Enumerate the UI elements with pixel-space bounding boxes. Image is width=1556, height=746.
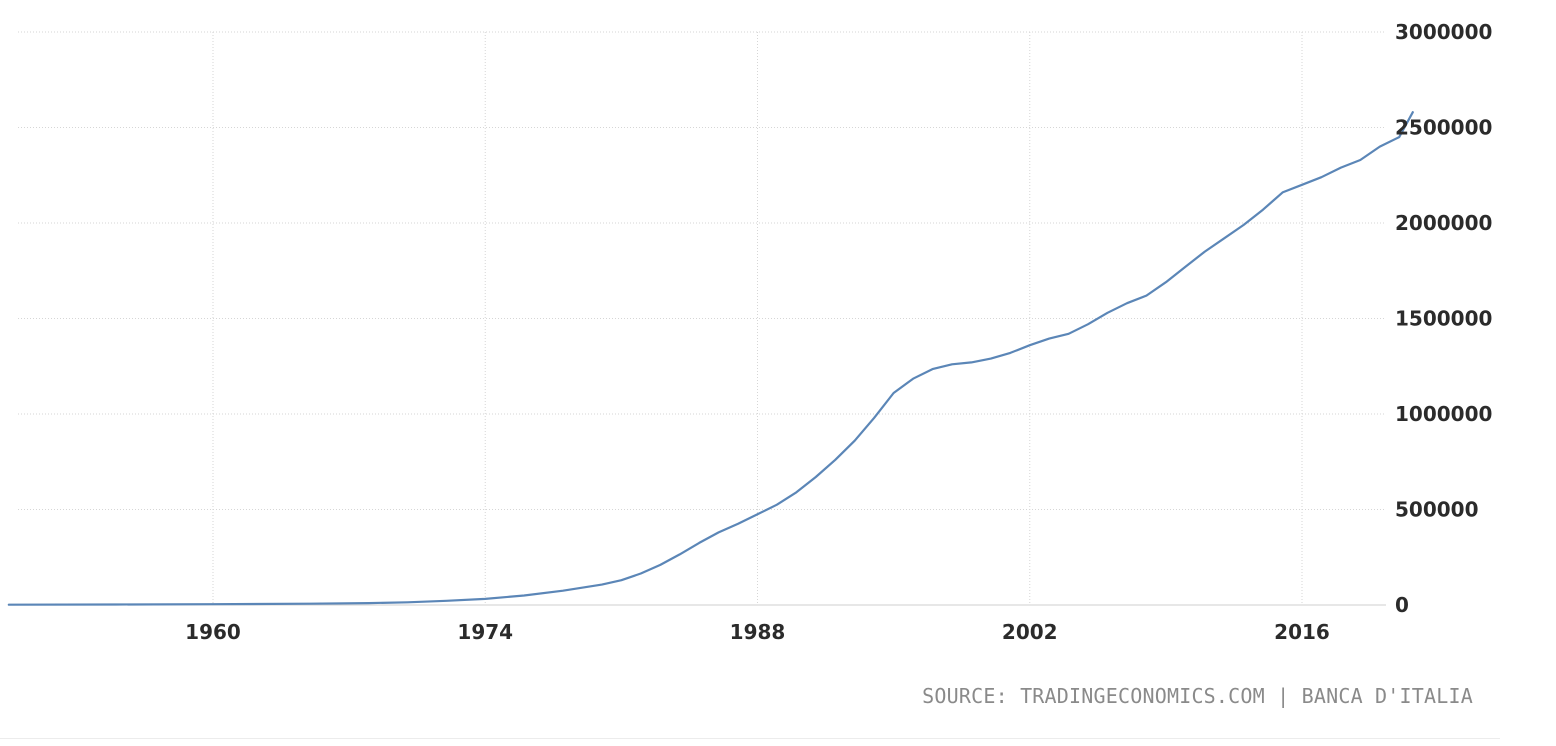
y-tick-label: 3000000 [1395, 20, 1492, 44]
x-tick-label: 1974 [457, 620, 513, 644]
x-tick-label: 1988 [730, 620, 786, 644]
y-tick-label: 2000000 [1395, 211, 1492, 235]
y-tick-label: 1000000 [1395, 402, 1492, 426]
y-axis-tick-labels: 0 500000 1000000 1500000 2000000 2500000 30000… [1395, 20, 1492, 617]
y-tick-label: 2500000 [1395, 116, 1492, 140]
series-line [7, 111, 1414, 606]
x-tick-label: 2002 [1002, 620, 1058, 644]
y-tick-label: 500000 [1395, 498, 1479, 522]
x-axis-tick-labels: 1960 1974 1988 2002 2016 [185, 620, 1330, 644]
y-tick-label: 1500000 [1395, 307, 1492, 331]
series-group [7, 111, 1414, 606]
y-tick-label: 0 [1395, 593, 1409, 617]
footer-divider [0, 738, 1500, 739]
x-tick-label: 1960 [185, 620, 241, 644]
x-tick-label: 2016 [1274, 620, 1330, 644]
source-credit: SOURCE: TRADINGECONOMICS.COM | BANCA D'I… [922, 684, 1473, 708]
line-chart: 0 500000 1000000 1500000 2000000 2500000 30000… [7, 20, 1492, 644]
gridlines [18, 31, 1386, 605]
